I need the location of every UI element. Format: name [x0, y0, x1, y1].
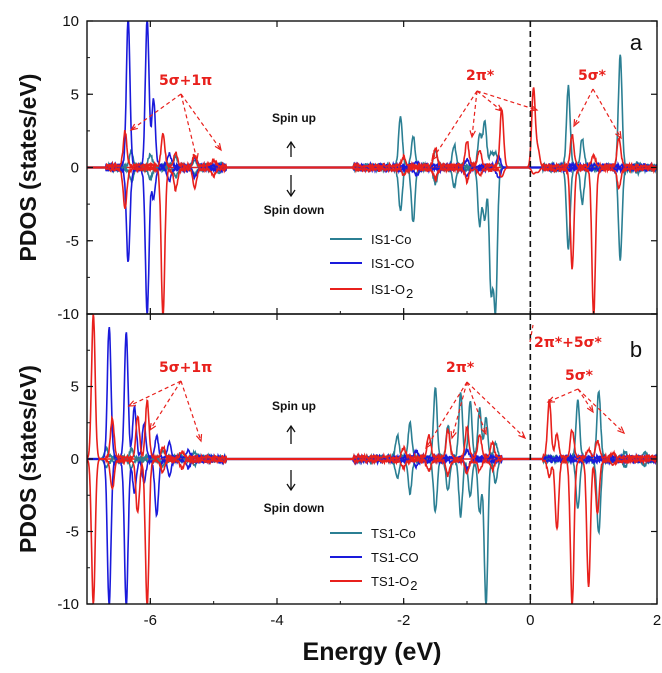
y-axis-label: PDOS (states/eV) [15, 365, 41, 553]
annotation-arrow [149, 380, 182, 431]
annotation-arrowhead [495, 104, 504, 112]
annotation-arrowhead [149, 422, 157, 432]
annotation-arrowhead [529, 104, 539, 112]
annotation-label: 5σ* [578, 68, 607, 84]
panel-a: -10 -5 0 5 10 PDOS (states/eV) a Spin up Spin do… [15, 13, 658, 323]
annotation-label: 2π* [446, 360, 475, 376]
annotation-arrowhead [546, 396, 556, 403]
y-tick-label: -10 [57, 306, 79, 323]
annotation-arrowhead [480, 426, 487, 436]
annotation-arrow [130, 93, 182, 131]
annotation-arrowhead [469, 130, 476, 139]
spin-down-arrowhead [286, 189, 296, 198]
annotation-arrow [180, 93, 198, 161]
annotation-arrow [592, 88, 622, 139]
legend-entry: TS1-CO [371, 550, 419, 565]
annotation-arrowhead [195, 433, 203, 443]
spin-up-arrowhead [286, 140, 296, 149]
annotation-arrow [451, 381, 468, 439]
spin-down-label: Spin down [264, 501, 325, 515]
annotation-arrowhead [615, 130, 622, 140]
annotation-arrowhead [129, 123, 138, 131]
x-axis-label: Energy (eV) [303, 638, 442, 666]
annotation-arrow [180, 380, 202, 442]
annotation-label: 5σ+1π [159, 73, 212, 89]
spin-down-arrowhead [286, 483, 296, 492]
annotation-arrow [577, 388, 625, 434]
annotation-arrowhead [573, 118, 580, 128]
y-tick-label: 5 [71, 379, 79, 396]
annotation-arrow [476, 90, 503, 112]
annotation-arrowhead [450, 430, 457, 440]
annotation-arrow [476, 90, 538, 111]
x-tick-label: 0 [526, 612, 534, 629]
y-tick-label: -10 [57, 596, 79, 613]
y-tick-label: 5 [71, 86, 79, 103]
annotation-arrow [466, 381, 526, 439]
series-Co-spin-up-line [87, 54, 657, 171]
series-O2-spin-down-line [87, 456, 657, 604]
y-axis-label: PDOS (states/eV) [15, 74, 41, 262]
legend-entry: IS1-O [371, 282, 405, 297]
y-tick-label: -5 [66, 524, 79, 541]
panel-letter: b [630, 337, 642, 362]
annotation-arrowhead [518, 431, 527, 440]
annotation-arrow [431, 90, 478, 161]
x-tick-label: -2 [397, 612, 410, 629]
x-tick-label: -6 [144, 612, 157, 629]
annotation-arrowhead [431, 153, 439, 162]
annotation-arrowhead [192, 152, 199, 162]
annotation-label: 2π* [466, 68, 495, 84]
legend-entry: IS1-Co [371, 232, 411, 247]
panel-b: -10 -5 0 5 PDOS (states/eV) b Spin up Spin down… [15, 313, 658, 613]
annotation-label: 5σ+1π [159, 360, 212, 376]
series-O2-spin-down-line [87, 164, 657, 314]
y-tick-label: -5 [66, 233, 79, 250]
y-tick-label: 0 [71, 451, 79, 468]
legend-entry: TS1-Co [371, 526, 416, 541]
annotation-arrow [529, 324, 534, 343]
y-tick-label: 0 [71, 160, 79, 177]
panel-letter: a [630, 30, 643, 55]
annotation-label: 5σ* [565, 368, 594, 384]
annotation-arrow [466, 381, 487, 435]
annotation-arrow [180, 93, 222, 151]
spin-down-label: Spin down [264, 203, 325, 217]
annotation-arrow [573, 88, 594, 127]
legend-subscript: 2 [406, 286, 413, 301]
annotation-arrowhead [127, 400, 137, 407]
legend-entry: TS1-O [371, 574, 409, 589]
series-Co-spin-up-line [87, 386, 657, 462]
annotation-arrow [547, 388, 579, 403]
series-O2-spin-up-line [87, 314, 657, 462]
annotation-arrow [471, 90, 478, 138]
annotation-arrowhead [214, 143, 222, 152]
annotation-arrowhead [617, 426, 626, 435]
spin-up-label: Spin up [272, 111, 316, 125]
annotation-arrowhead [425, 440, 433, 450]
legend-entry: IS1-CO [371, 256, 414, 271]
x-tick-label: 2 [653, 612, 661, 629]
x-tick-label: -4 [270, 612, 283, 629]
annotation-arrow [425, 381, 468, 449]
spin-up-label: Spin up [272, 399, 316, 413]
annotation-arrow [577, 388, 594, 413]
spin-up-arrowhead [286, 424, 296, 433]
series-O2-spin-up-line [87, 87, 657, 171]
annotation-label: 2π*+5σ* [534, 335, 603, 351]
annotation-arrowhead [586, 405, 594, 414]
y-tick-label: 10 [62, 13, 79, 30]
annotation-arrow [128, 380, 182, 407]
legend-subscript: 2 [410, 578, 417, 593]
